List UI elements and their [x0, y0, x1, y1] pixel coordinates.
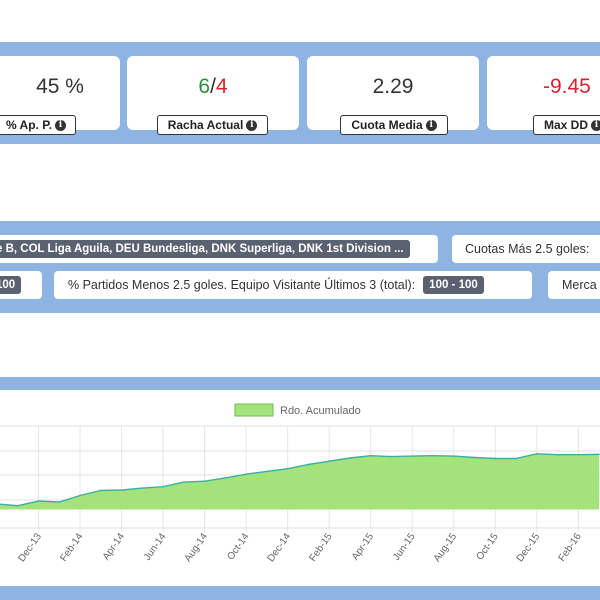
series-area: [0, 453, 600, 510]
cuota-info-button[interactable]: Cuota Media i: [340, 115, 448, 135]
data-point: [349, 457, 351, 459]
x-tick-label: Oct-15: [475, 531, 501, 562]
info-icon: i: [425, 119, 437, 131]
x-tick-label: Dec-13: [16, 531, 44, 564]
data-point: [37, 500, 40, 502]
leagues-tag[interactable]: e B, COL Liga Aguila, DEU Bundesliga, DN…: [0, 240, 410, 258]
stat-card-maxdd: -9.45 Max DD i: [487, 56, 600, 135]
x-tick-label: Feb-15: [307, 531, 334, 564]
data-point: [286, 467, 289, 470]
series-line: [0, 453, 600, 507]
data-point: [473, 456, 476, 459]
x-tick-label: Jun-15: [391, 531, 418, 563]
info-icon: i: [591, 119, 600, 131]
data-point: [224, 477, 227, 479]
x-tick-label: Oct-14: [225, 531, 251, 562]
chart-panel: Dec-13 Feb-14 Apr-14 Jun-14 Aug-14 Oct-14 Dec-…: [0, 390, 600, 586]
legend-label: Rdo. Acumulado: [280, 405, 361, 417]
data-point: [598, 453, 600, 456]
legend-swatch: [234, 403, 274, 417]
cuota-label: Cuota Media: [351, 118, 423, 132]
x-tick-label: Feb-16: [557, 531, 584, 564]
x-tick-label: Jun-14: [142, 531, 169, 563]
data-point: [577, 453, 580, 456]
x-tick-label: Aug-14: [183, 531, 211, 564]
left-tag[interactable]: 100: [0, 276, 22, 294]
maxdd-info-button[interactable]: Max DD i: [533, 115, 600, 135]
x-tick-label: Apr-15: [350, 531, 376, 562]
stat-value-ap: 45 %: [36, 75, 84, 98]
data-point: [266, 470, 268, 473]
data-point: [245, 473, 247, 476]
partidos-tag[interactable]: 100 - 100: [423, 276, 484, 294]
x-tick-label: Aug-15: [432, 531, 460, 564]
maxdd-label: Max DD: [543, 118, 588, 132]
data-point: [203, 480, 206, 482]
racha-label: Racha Actual: [167, 118, 244, 132]
stats-band: 45 % % Ap. P. i 6/4 Racha Actual i 2.29 …: [0, 42, 600, 144]
stat-card-cuota: 2.29 Cuota Media i: [307, 56, 479, 135]
racha-win: 6: [198, 75, 211, 98]
stat-value-maxdd: -9.45: [543, 75, 591, 98]
data-point: [100, 489, 102, 492]
filter-leagues[interactable]: e B, COL Liga Aguila, DEU Bundesliga, DN…: [0, 235, 438, 263]
data-point: [535, 453, 538, 455]
stat-card-racha: 6/4 Racha Actual i: [127, 56, 299, 135]
data-point: [328, 460, 330, 463]
data-point: [16, 504, 19, 507]
x-tick-label: Dec-14: [266, 531, 294, 564]
data-point: [183, 481, 185, 483]
filter-partidos[interactable]: % Partidos Menos 2.5 goles. Equipo Visit…: [54, 271, 532, 299]
partidos-label: % Partidos Menos 2.5 goles. Equipo Visit…: [68, 278, 416, 292]
filter-cuotas[interactable]: Cuotas Más 2.5 goles:: [452, 235, 600, 263]
data-point: [79, 494, 81, 497]
data-point: [411, 455, 414, 457]
stat-value-cuota: 2.29: [372, 75, 414, 98]
racha-info-button[interactable]: Racha Actual i: [157, 115, 268, 135]
data-point: [162, 485, 164, 488]
data-point: [141, 487, 144, 489]
data-point: [369, 454, 372, 457]
mercado-label: Merca: [562, 278, 597, 292]
x-tick-label: Feb-14: [58, 531, 85, 564]
info-icon: i: [246, 119, 258, 131]
stat-value-racha: 6/4: [127, 75, 299, 99]
filters-band: e B, COL Liga Aguila, DEU Bundesliga, DN…: [0, 221, 600, 313]
x-tick-label: Dec-15: [515, 531, 543, 564]
data-point: [307, 463, 310, 466]
data-point: [432, 454, 434, 457]
data-point: [390, 455, 393, 458]
ap-label: % Ap. P.: [5, 118, 52, 132]
data-point: [452, 455, 455, 457]
stat-card-ap: 45 % % Ap. P. i: [0, 56, 120, 135]
data-point: [58, 501, 61, 503]
data-point: [120, 489, 123, 491]
racha-loss: 4: [215, 75, 228, 98]
data-point: [494, 457, 497, 460]
info-icon: i: [55, 119, 66, 131]
racha-sep: /: [210, 75, 216, 98]
data-point: [515, 457, 517, 460]
x-tick-label: Apr-14: [101, 531, 127, 562]
cuotas-label: Cuotas Más 2.5 goles:: [465, 242, 590, 256]
data-point: [556, 453, 559, 456]
filter-mercado[interactable]: Merca: [548, 271, 600, 299]
ap-info-button[interactable]: % Ap. P. i: [0, 115, 76, 135]
filter-left[interactable]: 100: [0, 271, 42, 299]
cumulative-chart: Dec-13 Feb-14 Apr-14 Jun-14 Aug-14 Oct-14 Dec-…: [0, 403, 600, 564]
